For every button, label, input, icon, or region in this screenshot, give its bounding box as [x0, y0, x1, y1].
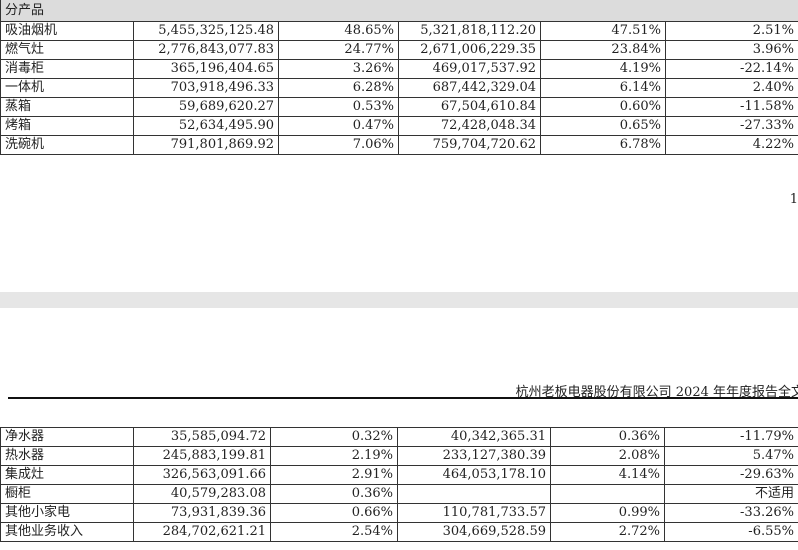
value-cell: 40,342,365.31	[397, 427, 551, 447]
value-cell: 4.22%	[664, 135, 798, 155]
table-row: 橱柜 40,579,283.08 0.36% 不适用	[0, 484, 798, 504]
value-cell: 0.65%	[540, 116, 666, 136]
product-name-cell: 消毒柜	[0, 59, 134, 79]
value-cell	[550, 484, 665, 504]
page-break-band	[0, 292, 798, 308]
product-name-cell: 净水器	[0, 427, 134, 447]
product-name-cell: 吸油烟机	[0, 21, 134, 41]
value-cell: 0.32%	[270, 427, 398, 447]
value-cell: -29.63%	[664, 465, 798, 485]
value-cell: 0.60%	[540, 97, 666, 117]
value-cell: 24.77%	[278, 40, 399, 60]
product-name-cell: 一体机	[0, 78, 134, 98]
value-cell: 284,702,621.21	[133, 522, 271, 542]
value-cell: 4.14%	[550, 465, 665, 485]
value-cell: 233,127,380.39	[397, 446, 551, 466]
value-cell: 326,563,091.66	[133, 465, 271, 485]
value-cell: -11.79%	[664, 427, 798, 447]
value-cell: 759,704,720.62	[398, 135, 541, 155]
header-rule	[8, 397, 798, 399]
product-name-cell: 烤箱	[0, 116, 134, 136]
value-cell: 73,931,839.36	[133, 503, 271, 523]
product-name-cell: 橱柜	[0, 484, 134, 504]
page-number: 1	[789, 192, 798, 207]
value-cell: 35,585,094.72	[133, 427, 271, 447]
value-cell: 2.72%	[550, 522, 665, 542]
table-row: 其他小家电 73,931,839.36 0.66% 110,781,733.57 0.9…	[0, 503, 798, 523]
table-row: 烤箱 52,634,495.90 0.47% 72,428,048.34 0.65% -2…	[0, 116, 798, 136]
value-cell: 687,442,329.04	[398, 78, 541, 98]
value-cell: -6.55%	[664, 522, 798, 542]
product-name-cell: 燃气灶	[0, 40, 134, 60]
value-cell: 72,428,048.34	[398, 116, 541, 136]
value-cell: -22.14%	[664, 59, 798, 79]
value-cell: 47.51%	[540, 21, 666, 41]
value-cell: 0.99%	[550, 503, 665, 523]
value-cell: 6.28%	[278, 78, 399, 98]
value-cell: 469,017,537.92	[398, 59, 541, 79]
product-name-cell: 其他小家电	[0, 503, 134, 523]
product-name-cell: 蒸箱	[0, 97, 134, 117]
value-cell: 2.40%	[664, 78, 798, 98]
value-cell: 0.36%	[270, 484, 398, 504]
value-cell: 6.78%	[540, 135, 666, 155]
section-label: 分产品	[0, 0, 798, 22]
value-cell: 2.54%	[270, 522, 398, 542]
value-cell: 0.66%	[270, 503, 398, 523]
value-cell: 5.47%	[664, 446, 798, 466]
value-cell: 7.06%	[278, 135, 399, 155]
value-cell: 3.96%	[664, 40, 798, 60]
value-cell: 3.26%	[278, 59, 399, 79]
table-row: 集成灶 326,563,091.66 2.91% 464,053,178.10 4.14…	[0, 465, 798, 485]
value-cell: 4.19%	[540, 59, 666, 79]
table-row: 净水器 35,585,094.72 0.32% 40,342,365.31 0.36% -…	[0, 427, 798, 447]
value-cell: 304,669,528.59	[397, 522, 551, 542]
value-cell: 110,781,733.57	[397, 503, 551, 523]
value-cell: -27.33%	[664, 116, 798, 136]
product-name-cell: 热水器	[0, 446, 134, 466]
value-cell: 464,053,178.10	[397, 465, 551, 485]
value-cell: 67,504,610.84	[398, 97, 541, 117]
value-cell: 2.08%	[550, 446, 665, 466]
value-cell: 59,689,620.27	[133, 97, 279, 117]
section-header-row: 分产品	[0, 0, 798, 22]
table-row: 洗碗机 791,801,869.92 7.06% 759,704,720.62 6.78…	[0, 135, 798, 155]
table-row: 其他业务收入 284,702,621.21 2.54% 304,669,528.59 2…	[0, 522, 798, 542]
value-cell: 365,196,404.65	[133, 59, 279, 79]
value-cell: 2.91%	[270, 465, 398, 485]
value-cell: 48.65%	[278, 21, 399, 41]
table-row: 一体机 703,918,496.33 6.28% 687,442,329.04 6.14…	[0, 78, 798, 98]
value-cell: 0.53%	[278, 97, 399, 117]
value-cell: 2.51%	[664, 21, 798, 41]
table-row: 蒸箱 59,689,620.27 0.53% 67,504,610.84 0.60% -1…	[0, 97, 798, 117]
value-cell: 6.14%	[540, 78, 666, 98]
value-cell: 不适用	[664, 484, 798, 504]
value-cell: 40,579,283.08	[133, 484, 271, 504]
product-revenue-table-bottom: 净水器 35,585,094.72 0.32% 40,342,365.31 0.36% -…	[0, 427, 798, 542]
value-cell: 2,776,843,077.83	[133, 40, 279, 60]
value-cell: -11.58%	[664, 97, 798, 117]
product-name-cell: 集成灶	[0, 465, 134, 485]
product-revenue-table-top: 分产品 吸油烟机 5,455,325,125.48 48.65% 5,321,818,…	[0, 0, 798, 155]
value-cell: 0.36%	[550, 427, 665, 447]
value-cell: 23.84%	[540, 40, 666, 60]
value-cell: 0.47%	[278, 116, 399, 136]
value-cell: 5,455,325,125.48	[133, 21, 279, 41]
table-row: 消毒柜 365,196,404.65 3.26% 469,017,537.92 4.19…	[0, 59, 798, 79]
value-cell: 52,634,495.90	[133, 116, 279, 136]
value-cell: 5,321,818,112.20	[398, 21, 541, 41]
table-row: 吸油烟机 5,455,325,125.48 48.65% 5,321,818,112.…	[0, 21, 798, 41]
running-header: 杭州老板电器股份有限公司 2024 年年度报告全文	[515, 385, 798, 400]
table-row: 燃气灶 2,776,843,077.83 24.77% 2,671,006,229.3…	[0, 40, 798, 60]
value-cell: -33.26%	[664, 503, 798, 523]
value-cell: 791,801,869.92	[133, 135, 279, 155]
value-cell: 2,671,006,229.35	[398, 40, 541, 60]
value-cell: 245,883,199.81	[133, 446, 271, 466]
value-cell: 2.19%	[270, 446, 398, 466]
product-name-cell: 洗碗机	[0, 135, 134, 155]
table-row: 热水器 245,883,199.81 2.19% 233,127,380.39 2.08…	[0, 446, 798, 466]
value-cell: 703,918,496.33	[133, 78, 279, 98]
value-cell	[397, 484, 551, 504]
product-name-cell: 其他业务收入	[0, 522, 134, 542]
